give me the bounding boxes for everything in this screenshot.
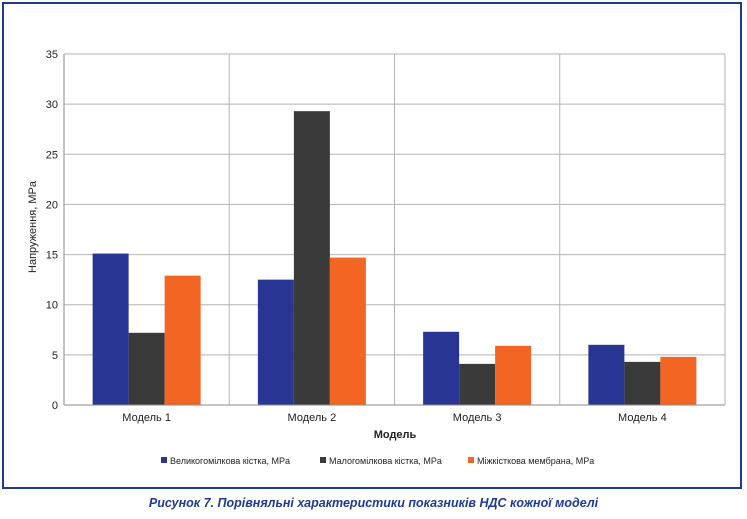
y-tick-label: 30 xyxy=(46,99,58,111)
bar xyxy=(92,253,129,405)
bar xyxy=(257,279,294,405)
legend-label: Міжкісткова мембрана, MPa xyxy=(477,456,594,466)
legend-swatch xyxy=(161,457,167,463)
bar xyxy=(624,361,661,405)
bars xyxy=(92,111,697,406)
bar xyxy=(660,356,697,405)
x-tick-label: Модель 2 xyxy=(288,412,337,424)
x-tick-labels: Модель 1 Модель 2 Модель 3 Модель 4 xyxy=(122,412,666,424)
bar xyxy=(495,345,532,405)
bar xyxy=(588,344,625,405)
bar xyxy=(459,363,496,405)
bar xyxy=(423,331,460,405)
y-tick-label: 15 xyxy=(46,250,58,262)
y-tick-label: 35 xyxy=(46,49,58,61)
bar xyxy=(128,332,165,405)
y-tick-label: 10 xyxy=(46,300,58,312)
legend-label: Малогомілкова кістка, MPa xyxy=(329,456,442,466)
y-tick-label: 25 xyxy=(46,149,58,161)
axes xyxy=(63,53,726,406)
legend-swatch xyxy=(320,457,326,463)
legend: Великогомілкова кістка, MPa Малогомілкова… xyxy=(161,456,594,466)
bar xyxy=(164,275,201,405)
legend-label: Великогомілкова кістка, MPa xyxy=(170,456,290,466)
figure-caption: Рисунок 7. Порівняльні характеристики по… xyxy=(148,496,599,510)
y-axis-label: Напруження, MPa xyxy=(27,180,39,273)
y-tick-labels: 0 5 10 15 20 25 30 35 xyxy=(46,49,58,412)
x-tick-label: Модель 3 xyxy=(453,412,502,424)
y-tick-label: 20 xyxy=(46,199,58,211)
x-tick-label: Модель 4 xyxy=(618,412,667,424)
bar xyxy=(293,111,330,406)
bar xyxy=(329,257,366,405)
y-tick-label: 0 xyxy=(52,400,58,412)
y-tick-label: 5 xyxy=(52,350,58,362)
legend-swatch xyxy=(468,457,474,463)
x-axis-label: Модель xyxy=(374,429,417,441)
x-tick-label: Модель 1 xyxy=(122,412,171,424)
